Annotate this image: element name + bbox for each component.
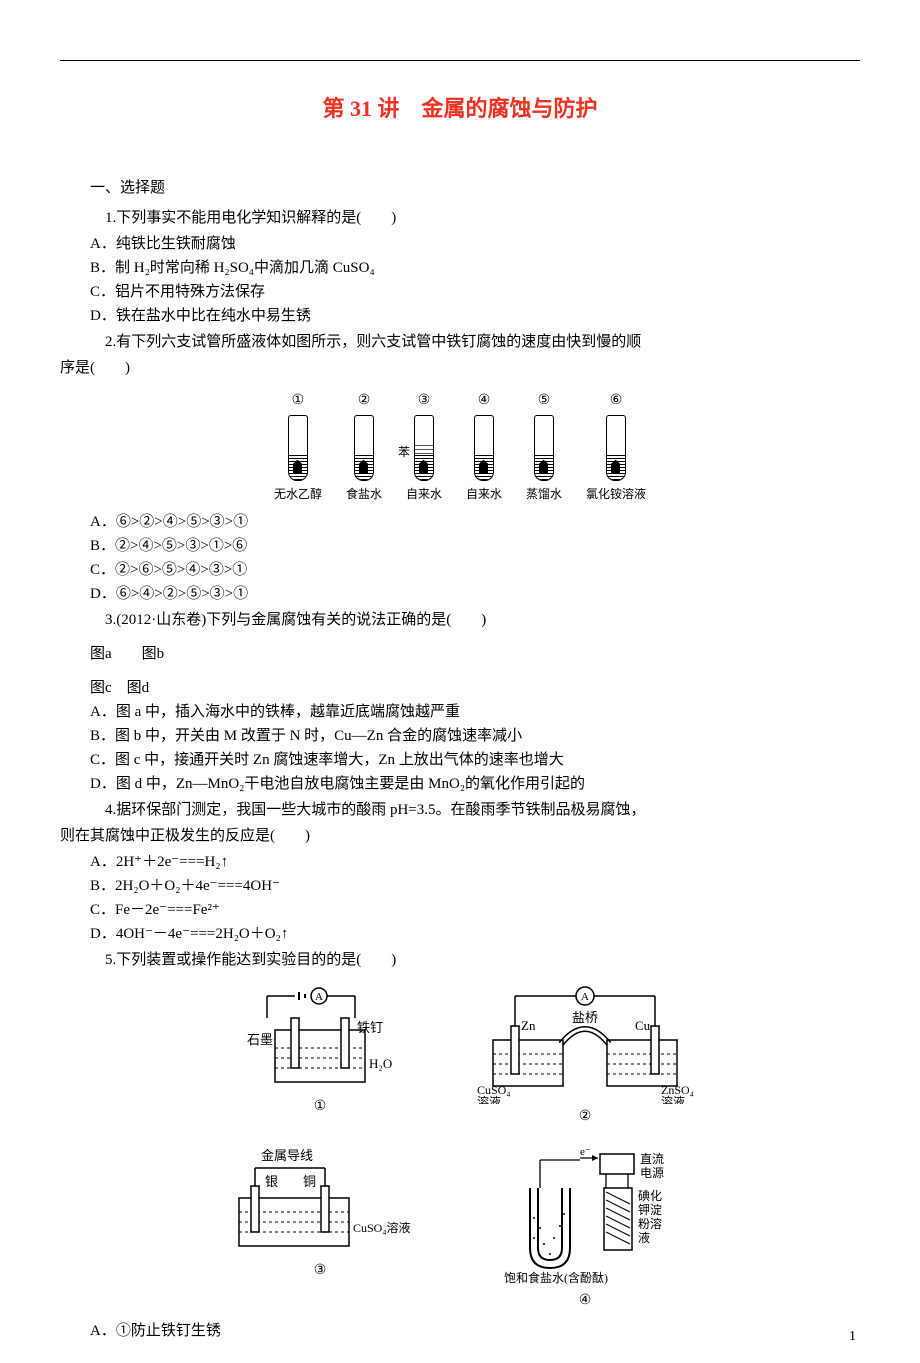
q4-stem-line2: 则在其腐蚀中正极发生的反应是( ) <box>60 824 860 848</box>
tube-4-num: ④ <box>478 390 491 412</box>
q4-opt-d: D．4OH⁻－4e⁻===2H₂O＋O₂↑ <box>60 922 860 946</box>
device-3: 金属导线 银 铜 CuSO₄溶液 ③ <box>225 1148 415 1312</box>
tube-6-label: 氯化铵溶液 <box>586 485 646 504</box>
dev2-bridge: 盐桥 <box>572 1010 598 1025</box>
dev2-right-electrode: Cu <box>635 1018 651 1033</box>
dev2-left-electrode: Zn <box>521 1018 536 1033</box>
dev3-wire: 金属导线 <box>261 1148 313 1163</box>
q4-opt-b: B．2H₂O＋O₂＋4e⁻===4OH⁻ <box>60 874 860 898</box>
q3-stem: 3.(2012·山东卷)下列与金属腐蚀有关的说法正确的是( ) <box>60 608 860 632</box>
tube-4: ④ 自来水 <box>466 390 502 504</box>
q4-opt-a: A．2H⁺＋2e⁻===H₂↑ <box>60 850 860 874</box>
q5-stem: 5.下列装置或操作能达到实验目的的是( ) <box>60 948 860 972</box>
q2-opt-b: B．②>④>⑤>③>①>⑥ <box>60 534 860 558</box>
dev2-caption: ② <box>579 1106 592 1128</box>
q2-stem-line2: 序是( ) <box>60 356 860 380</box>
section-heading: 一、选择题 <box>60 176 860 200</box>
page-root: 第 31 讲 金属的腐蚀与防护 一、选择题 1.下列事实不能用电化学知识解释的是… <box>0 0 920 1363</box>
q2-stem-line1: 2.有下列六支试管所盛液体如图所示，则六支试管中铁钉腐蚀的速度由快到慢的顺 <box>60 330 860 354</box>
q4-stem-line1: 4.据环保部门测定，我国一些大城市的酸雨 pH=3.5。在酸雨季节铁制品极易腐蚀… <box>60 798 860 822</box>
dev4-caption: ④ <box>579 1290 592 1312</box>
svg-text:溶液: 溶液 <box>661 1094 685 1104</box>
svg-text:粉溶: 粉溶 <box>638 1216 662 1231</box>
dev1-caption: ① <box>314 1096 327 1118</box>
svg-text:溶液: 溶液 <box>477 1094 501 1104</box>
benzene-label: 苯 <box>398 443 410 462</box>
tube-6-num: ⑥ <box>610 390 623 412</box>
q3-fig-cd: 图c 图d <box>60 676 860 700</box>
q1-stem: 1.下列事实不能用电化学知识解释的是( ) <box>60 206 860 230</box>
tube-3-num: ③ <box>418 390 431 412</box>
tube-1-num: ① <box>292 390 305 412</box>
top-rule <box>60 60 860 61</box>
q1-opt-c: C．铝片不用特殊方法保存 <box>60 280 860 304</box>
tube-5: ⑤ 蒸馏水 <box>526 390 562 504</box>
q1-opt-a: A．纯铁比生铁耐腐蚀 <box>60 232 860 256</box>
tube-2-label: 食盐水 <box>346 485 382 504</box>
dev1-left-electrode: 石墨 <box>247 1032 273 1047</box>
q1-opt-b: B．制 H₂时常向稀 H₂SO₄中滴加几滴 CuSO₄ <box>60 256 860 280</box>
q4-opt-c: C．Fe－2e⁻===Fe²⁺ <box>60 898 860 922</box>
tube-6: ⑥ 氯化铵溶液 <box>586 390 646 504</box>
q3-opt-b: B．图 b 中，开关由 M 改置于 N 时，Cu—Zn 合金的腐蚀速率减小 <box>60 724 860 748</box>
q3-opt-a: A．图 a 中，插入海水中的铁棒，越靠近底端腐蚀越严重 <box>60 700 860 724</box>
page-number: 1 <box>849 1326 856 1348</box>
tube-1: ① 无水乙醇 <box>274 390 322 504</box>
svg-text:碘化: 碘化 <box>638 1189 662 1203</box>
svg-text:钾淀: 钾淀 <box>638 1203 662 1217</box>
tube-1-label: 无水乙醇 <box>274 485 322 504</box>
dev4-source-l2: 电源 <box>640 1166 664 1180</box>
tube-5-num: ⑤ <box>538 390 551 412</box>
tube-3-label: 自来水 <box>406 485 442 504</box>
dev1-meter: A <box>315 991 323 1003</box>
tube-3: ③ 苯 自来水 <box>406 390 442 504</box>
tube-4-label: 自来水 <box>466 485 502 504</box>
q5-opt-a: A．①防止铁钉生锈 <box>60 1319 860 1343</box>
q3-opt-c: C．图 c 中，接通开关时 Zn 腐蚀速率增大，Zn 上放出气体的速率也增大 <box>60 748 860 772</box>
q2-opt-d: D．⑥>④>②>⑤>③>① <box>60 582 860 606</box>
tube-2: ② 食盐水 <box>346 390 382 504</box>
dev2-meter: A <box>581 991 589 1003</box>
dev4-source-l1: 直流 <box>640 1152 664 1166</box>
device-4: 直流 电源 e⁻ <box>475 1148 695 1312</box>
tube-5-label: 蒸馏水 <box>526 485 562 504</box>
q1-opt-d: D．铁在盐水中比在纯水中易生锈 <box>60 304 860 328</box>
device-2: A 盐桥 Zn <box>475 984 695 1128</box>
dev1-solution: H₂O <box>369 1056 392 1071</box>
device-1: A 石墨 铁钉 H₂O ① <box>225 984 415 1128</box>
dev4-bottom: 饱和食盐水(含酚酞) <box>504 1270 608 1285</box>
doc-title: 第 31 讲 金属的腐蚀与防护 <box>60 91 860 126</box>
q2-figure: ① 无水乙醇 ② 食盐水 ③ 苯 自来水 ④ 自来水 <box>60 386 860 504</box>
dev3-caption: ③ <box>314 1260 327 1282</box>
dev4-earrow: e⁻ <box>580 1148 591 1158</box>
q3-opt-d: D．图 d 中，Zn—MnO₂干电池自放电腐蚀主要是由 MnO₂的氧化作用引起的 <box>60 772 860 796</box>
dev3-solution: CuSO₄溶液 <box>353 1220 411 1235</box>
q3-fig-ab: 图a 图b <box>60 642 860 666</box>
dev1-right-electrode: 铁钉 <box>357 1020 383 1035</box>
dev3-left: 银 <box>265 1174 278 1189</box>
tube-2-num: ② <box>358 390 371 412</box>
q2-opt-c: C．②>⑥>⑤>④>③>① <box>60 558 860 582</box>
svg-text:液: 液 <box>638 1230 650 1245</box>
q5-figure-block: A 石墨 铁钉 H₂O ① <box>60 978 860 1313</box>
dev3-right: 铜 <box>303 1174 316 1189</box>
q2-opt-a: A．⑥>②>④>⑤>③>① <box>60 510 860 534</box>
